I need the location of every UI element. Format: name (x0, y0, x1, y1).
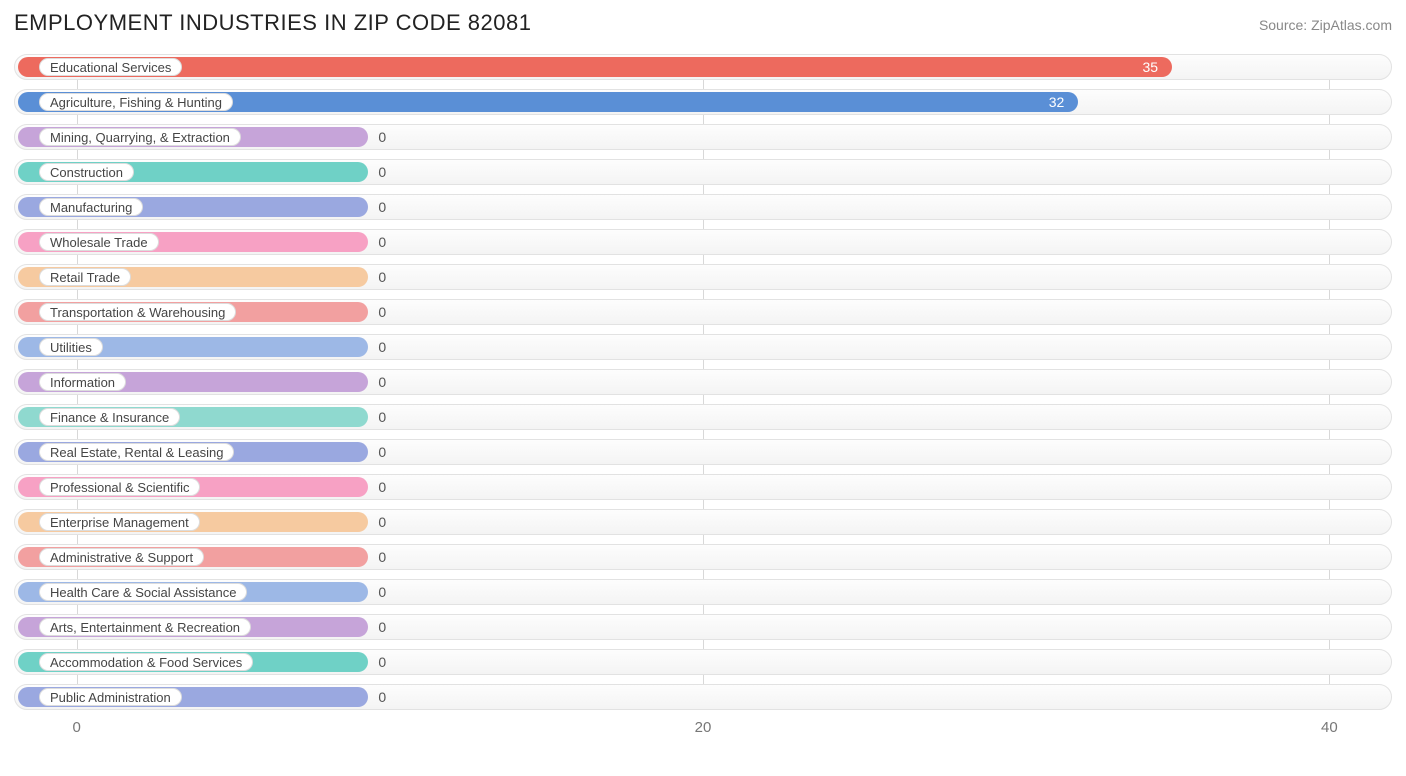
value-label: 0 (378, 685, 386, 709)
category-label: Accommodation & Food Services (39, 653, 253, 671)
bar-row: Real Estate, Rental & Leasing 0 (14, 439, 1392, 465)
chart-source: Source: ZipAtlas.com (1259, 17, 1392, 33)
value-label: 0 (378, 195, 386, 219)
x-axis: 0 20 40 (14, 719, 1392, 741)
bar-row: Wholesale Trade 0 (14, 229, 1392, 255)
category-label: Utilities (39, 338, 103, 356)
category-label: Transportation & Warehousing (39, 303, 236, 321)
category-label: Real Estate, Rental & Leasing (39, 443, 234, 461)
value-label: 0 (378, 125, 386, 149)
plot-area: Educational Services 35 Agriculture, Fishi… (14, 54, 1392, 710)
category-label: Administrative & Support (39, 548, 204, 566)
bar-row: Utilities 0 (14, 334, 1392, 360)
category-label: Manufacturing (39, 198, 143, 216)
category-label: Finance & Insurance (39, 408, 180, 426)
category-label: Construction (39, 163, 134, 181)
bar-row: Arts, Entertainment & Recreation 0 (14, 614, 1392, 640)
category-label: Professional & Scientific (39, 478, 200, 496)
bar-row: Transportation & Warehousing 0 (14, 299, 1392, 325)
x-tick: 20 (695, 719, 712, 736)
bar-row: Retail Trade 0 (14, 264, 1392, 290)
value-label: 0 (378, 475, 386, 499)
value-label: 35 (1143, 55, 1159, 79)
bar-row: Accommodation & Food Services 0 (14, 649, 1392, 675)
x-tick: 40 (1321, 719, 1338, 736)
bar-row: Enterprise Management 0 (14, 509, 1392, 535)
value-label: 0 (378, 370, 386, 394)
category-label: Retail Trade (39, 268, 131, 286)
category-label: Arts, Entertainment & Recreation (39, 618, 251, 636)
category-label: Mining, Quarrying, & Extraction (39, 128, 241, 146)
bar-row: Construction 0 (14, 159, 1392, 185)
value-label: 0 (378, 440, 386, 464)
employment-chart: Educational Services 35 Agriculture, Fishi… (14, 54, 1392, 741)
value-label: 0 (378, 335, 386, 359)
source-prefix: Source: (1259, 17, 1311, 33)
bar-row: Administrative & Support 0 (14, 544, 1392, 570)
category-label: Health Care & Social Assistance (39, 583, 247, 601)
chart-title: EMPLOYMENT INDUSTRIES IN ZIP CODE 82081 (14, 10, 532, 36)
source-name: ZipAtlas.com (1311, 17, 1392, 33)
category-label: Educational Services (39, 58, 182, 76)
value-label: 0 (378, 405, 386, 429)
value-label: 0 (378, 545, 386, 569)
bar-row: Finance & Insurance 0 (14, 404, 1392, 430)
value-label: 0 (378, 300, 386, 324)
value-label: 0 (378, 580, 386, 604)
category-label: Wholesale Trade (39, 233, 159, 251)
bar (18, 57, 1172, 77)
bar-row: Health Care & Social Assistance 0 (14, 579, 1392, 605)
value-label: 0 (378, 230, 386, 254)
bar-row: Public Administration 0 (14, 684, 1392, 710)
x-tick: 0 (72, 719, 80, 736)
bar-row: Educational Services 35 (14, 54, 1392, 80)
bar-row: Professional & Scientific 0 (14, 474, 1392, 500)
value-label: 0 (378, 265, 386, 289)
value-label: 0 (378, 615, 386, 639)
value-label: 32 (1049, 90, 1065, 114)
bar-row: Manufacturing 0 (14, 194, 1392, 220)
category-label: Agriculture, Fishing & Hunting (39, 93, 233, 111)
value-label: 0 (378, 650, 386, 674)
bar-row: Mining, Quarrying, & Extraction 0 (14, 124, 1392, 150)
value-label: 0 (378, 160, 386, 184)
chart-header: EMPLOYMENT INDUSTRIES IN ZIP CODE 82081 … (14, 10, 1392, 36)
category-label: Information (39, 373, 126, 391)
bar-rows: Educational Services 35 Agriculture, Fishi… (14, 54, 1392, 710)
category-label: Public Administration (39, 688, 182, 706)
value-label: 0 (378, 510, 386, 534)
bar-row: Information 0 (14, 369, 1392, 395)
category-label: Enterprise Management (39, 513, 200, 531)
bar-row: Agriculture, Fishing & Hunting 32 (14, 89, 1392, 115)
